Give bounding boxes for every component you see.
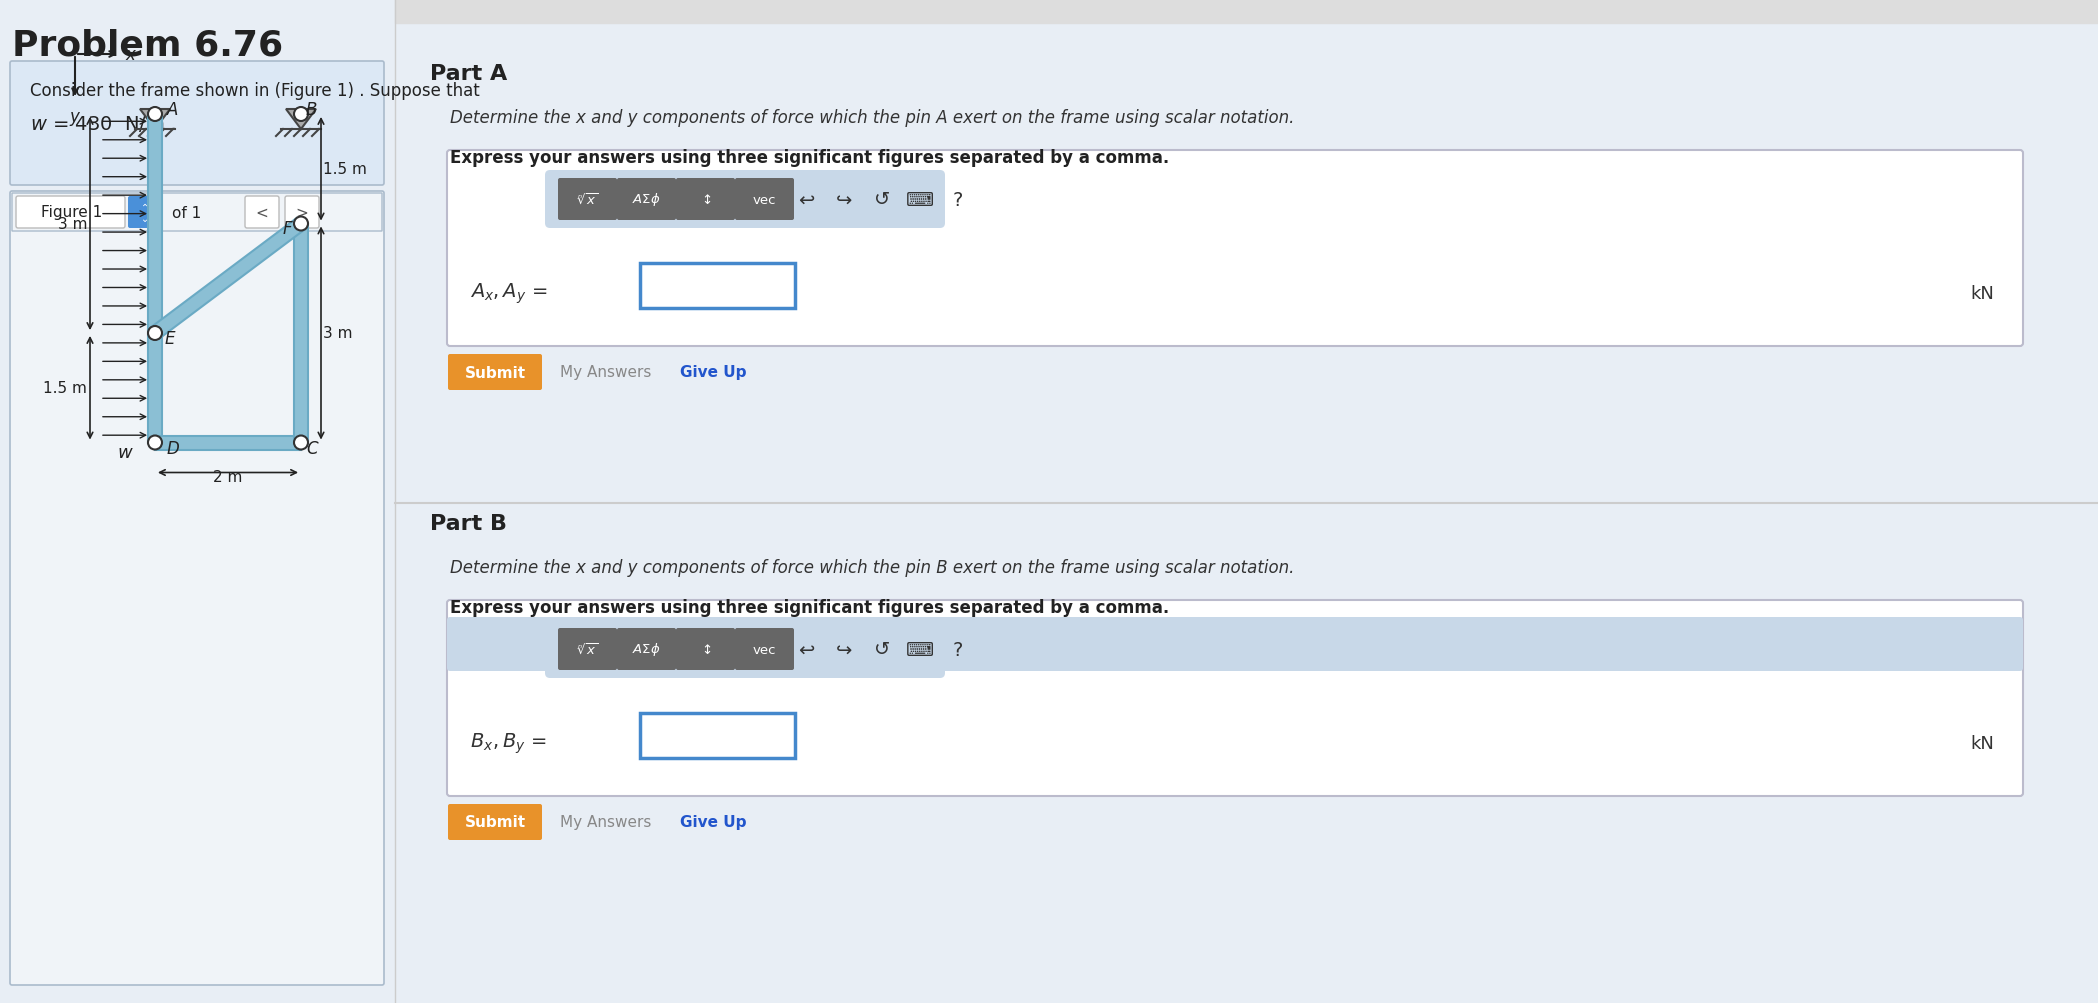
Polygon shape (285, 110, 317, 129)
FancyBboxPatch shape (17, 197, 126, 229)
FancyBboxPatch shape (447, 601, 2022, 796)
Polygon shape (151, 219, 304, 339)
Text: 2 m: 2 m (214, 470, 243, 485)
Text: 1.5 m: 1.5 m (323, 162, 367, 178)
Text: kN: kN (1970, 734, 1993, 752)
Text: My Answers: My Answers (560, 365, 650, 380)
Text: $y$: $y$ (69, 110, 82, 127)
Circle shape (294, 436, 308, 450)
Text: Problem 6.76: Problem 6.76 (13, 29, 283, 63)
Text: $\updownarrow$: $\updownarrow$ (699, 642, 711, 656)
FancyBboxPatch shape (640, 713, 795, 758)
Polygon shape (155, 436, 300, 450)
FancyBboxPatch shape (447, 150, 2022, 347)
Text: D: D (168, 439, 180, 457)
Circle shape (149, 327, 162, 341)
Circle shape (294, 108, 308, 122)
FancyBboxPatch shape (447, 618, 2022, 671)
Circle shape (294, 218, 308, 232)
Text: Determine the x and y components of force which the pin A exert on the frame usi: Determine the x and y components of forc… (449, 109, 1294, 126)
Text: Determine the x and y components of force which the pin B exert on the frame usi: Determine the x and y components of forc… (449, 559, 1294, 577)
FancyBboxPatch shape (558, 628, 617, 670)
Text: Part A: Part A (430, 64, 508, 84)
Text: 1.5 m: 1.5 m (44, 381, 86, 396)
Text: ↪: ↪ (835, 640, 852, 659)
FancyBboxPatch shape (13, 194, 382, 232)
Text: B: B (306, 101, 317, 119)
Polygon shape (149, 115, 162, 443)
Text: <: < (256, 206, 269, 221)
FancyBboxPatch shape (676, 179, 734, 221)
FancyBboxPatch shape (617, 179, 676, 221)
Text: F: F (283, 221, 292, 239)
Text: vec: vec (753, 194, 776, 207)
FancyBboxPatch shape (128, 197, 162, 229)
Text: $w$ = 430  N/m .: $w$ = 430 N/m . (29, 114, 176, 133)
Text: $\updownarrow$: $\updownarrow$ (699, 193, 711, 207)
Circle shape (149, 436, 162, 450)
Text: ⌨: ⌨ (906, 640, 934, 659)
FancyBboxPatch shape (545, 621, 944, 678)
FancyBboxPatch shape (640, 264, 795, 309)
Text: Submit: Submit (464, 814, 527, 829)
FancyBboxPatch shape (617, 628, 676, 670)
Text: ?: ? (952, 191, 963, 210)
Text: Give Up: Give Up (680, 365, 747, 380)
Text: Give Up: Give Up (680, 814, 747, 829)
Text: ↺: ↺ (873, 640, 890, 659)
Text: $A_x, A_y$ =: $A_x, A_y$ = (470, 282, 548, 306)
Text: 3 m: 3 m (323, 326, 352, 341)
Text: ?: ? (952, 640, 963, 659)
Text: ↩: ↩ (797, 191, 814, 210)
Text: $\sqrt[n]{x}$: $\sqrt[n]{x}$ (577, 642, 598, 657)
Text: 3 m: 3 m (57, 217, 86, 232)
Text: kN: kN (1970, 285, 1993, 303)
Text: Submit: Submit (464, 365, 527, 380)
Text: E: E (166, 330, 176, 348)
Text: >: > (296, 206, 308, 221)
Text: ↩: ↩ (797, 640, 814, 659)
FancyBboxPatch shape (449, 355, 541, 390)
FancyBboxPatch shape (676, 628, 734, 670)
Text: C: C (306, 439, 317, 457)
Text: $\sqrt[n]{x}$: $\sqrt[n]{x}$ (577, 193, 598, 208)
Text: ⌨: ⌨ (906, 191, 934, 210)
Text: $w$: $w$ (117, 443, 134, 461)
Text: Figure 1: Figure 1 (42, 206, 103, 221)
Text: of 1: of 1 (172, 206, 201, 221)
FancyBboxPatch shape (734, 628, 793, 670)
FancyBboxPatch shape (734, 179, 793, 221)
Text: ↪: ↪ (835, 191, 852, 210)
FancyBboxPatch shape (10, 192, 384, 985)
Bar (394, 0, 2098, 24)
FancyBboxPatch shape (285, 197, 319, 229)
Text: $A\Sigma\phi$: $A\Sigma\phi$ (631, 192, 661, 209)
FancyBboxPatch shape (10, 62, 384, 186)
Polygon shape (141, 110, 170, 129)
Text: Consider the frame shown in (Figure 1) . Suppose that: Consider the frame shown in (Figure 1) .… (29, 82, 480, 100)
Text: Part B: Part B (430, 514, 508, 534)
Text: A: A (168, 101, 178, 119)
FancyBboxPatch shape (545, 171, 944, 229)
Text: My Answers: My Answers (560, 814, 650, 829)
FancyBboxPatch shape (558, 179, 617, 221)
Text: $x$: $x$ (126, 46, 138, 64)
FancyBboxPatch shape (449, 804, 541, 841)
Polygon shape (294, 225, 308, 443)
Text: ⌃
⌄: ⌃ ⌄ (141, 202, 149, 224)
Circle shape (149, 108, 162, 122)
Text: $B_x, B_y$ =: $B_x, B_y$ = (470, 731, 545, 755)
Text: $A\Sigma\phi$: $A\Sigma\phi$ (631, 641, 661, 658)
Text: vec: vec (753, 643, 776, 656)
FancyBboxPatch shape (245, 197, 279, 229)
Text: Express your answers using three significant figures separated by a comma.: Express your answers using three signifi… (449, 599, 1169, 617)
Text: ↺: ↺ (873, 191, 890, 210)
Text: Express your answers using three significant figures separated by a comma.: Express your answers using three signifi… (449, 148, 1169, 166)
